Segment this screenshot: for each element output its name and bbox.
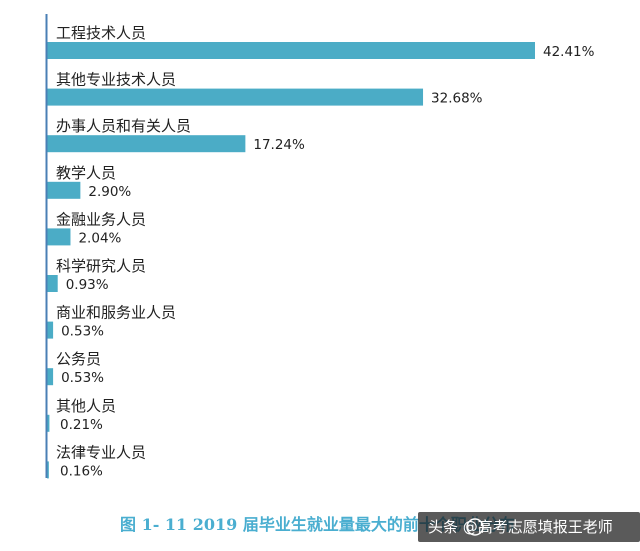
value-label: 17.24% (253, 137, 305, 153)
figure-caption: 图 1- 11 2019 届毕业生就业量最大的前十个职业分布 (120, 515, 515, 534)
category-label: 公务员 (56, 350, 101, 368)
bar (47, 88, 424, 106)
value-label: 0.21% (60, 417, 103, 433)
value-label: 0.93% (66, 277, 109, 293)
value-label: 2.90% (88, 184, 131, 200)
watermark-overlay: 头条 @高考志愿填报王老师 (418, 512, 640, 542)
value-label: 2.04% (78, 230, 121, 246)
category-label: 教学人员 (56, 164, 116, 182)
camera-icon (466, 518, 484, 536)
bar (47, 42, 535, 59)
category-label: 法律专业人员 (56, 443, 146, 461)
value-label: 32.68% (431, 91, 483, 107)
watermark-text: 头条 @高考志愿填报王老师 (428, 518, 613, 536)
value-label: 0.16% (60, 463, 103, 479)
bar (47, 368, 54, 386)
bar (47, 321, 54, 339)
category-label: 其他人员 (56, 397, 116, 415)
value-label: 0.53% (61, 324, 104, 340)
category-label: 科学研究人员 (56, 257, 146, 275)
category-label: 工程技术人员 (56, 24, 146, 42)
value-label: 42.41% (543, 44, 595, 60)
bar (47, 228, 71, 246)
bars-layer: 工程技术人员 42.41% 其他专业技术人员 32.68% 办事人员和有关人员 17.24… (47, 24, 595, 479)
category-label: 金融业务人员 (56, 210, 146, 228)
bar (47, 275, 58, 292)
bar (47, 135, 246, 153)
category-label: 商业和服务业人员 (56, 304, 176, 322)
bar (47, 414, 50, 432)
category-label: 其他专业技术人员 (56, 71, 176, 89)
category-label: 办事人员和有关人员 (56, 117, 191, 135)
value-label: 0.53% (61, 370, 104, 386)
bar (47, 181, 81, 199)
bar (47, 461, 49, 479)
